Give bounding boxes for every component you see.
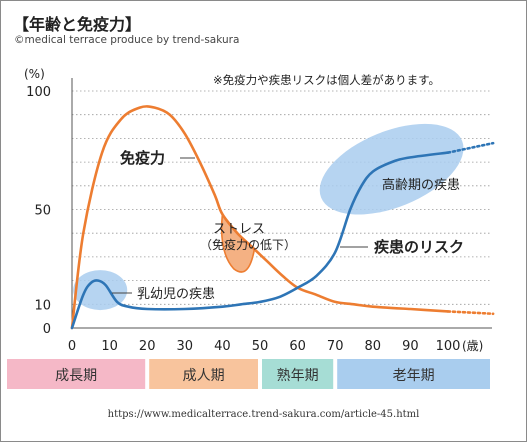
x-axis-label: (歳) bbox=[462, 339, 483, 353]
grid-lines bbox=[72, 90, 492, 305]
label-disease-risk: 疾患のリスク bbox=[374, 238, 464, 256]
stage-label: 老年期 bbox=[393, 368, 435, 384]
label-infant-disease: 乳幼児の疾患 bbox=[137, 287, 215, 302]
highlight-regions bbox=[73, 123, 464, 311]
stage-label: 熟年期 bbox=[277, 368, 319, 384]
y-tick-label: 0 bbox=[43, 322, 51, 337]
x-tick-label: 10 bbox=[101, 339, 118, 354]
x-tick-label: 0 bbox=[68, 339, 76, 354]
y-tick-label: 10 bbox=[34, 298, 51, 313]
x-tick-label: 30 bbox=[177, 339, 194, 354]
series-layer bbox=[70, 105, 495, 330]
x-tick-label: 50 bbox=[252, 339, 269, 354]
disease-risk-line bbox=[70, 151, 450, 330]
stage-band-1 bbox=[149, 359, 258, 389]
x-tick-label: 20 bbox=[139, 339, 156, 354]
label-immunity: 免疫力 bbox=[120, 149, 165, 167]
x-tick-label: 90 bbox=[402, 339, 419, 354]
x-tick-label: 80 bbox=[365, 339, 382, 354]
x-tick-label: 40 bbox=[214, 339, 231, 354]
elderly-disease-highlight bbox=[319, 123, 464, 215]
y-tick-label: 50 bbox=[34, 204, 51, 219]
stage-label: 成長期 bbox=[55, 368, 97, 384]
x-tick-label: 60 bbox=[289, 339, 306, 354]
y-axis-label: (%) bbox=[24, 67, 45, 81]
credit-line: ©medical terrace produce by trend-sakura bbox=[14, 34, 240, 46]
label-stress: ストレス bbox=[213, 222, 265, 237]
label-stress-sub: （免疫力の低下） bbox=[200, 237, 296, 252]
y-tick-label: 100 bbox=[26, 85, 51, 100]
stage-band-3 bbox=[337, 359, 490, 389]
stage-label: 成人期 bbox=[183, 368, 225, 384]
label-elderly-disease: 高齢期の疾患 bbox=[382, 177, 460, 193]
infant-disease-highlight bbox=[73, 270, 128, 311]
disease-risk-dashed-extension bbox=[446, 141, 495, 154]
immunity-line bbox=[70, 105, 450, 330]
immunity-dashed-extension bbox=[446, 310, 495, 316]
note-text: ※免疫力や疾患リスクは個人差があります。 bbox=[213, 73, 440, 87]
x-tick-label: 100 bbox=[436, 339, 461, 354]
x-tick-label: 70 bbox=[327, 339, 344, 354]
source-url: https://www.medicalterrace.trend-sakura.… bbox=[107, 409, 420, 420]
life-stage-bar: 成長期 成人期 熟年期 老年期 bbox=[7, 359, 490, 389]
stage-band-0 bbox=[7, 359, 146, 389]
stage-band-2 bbox=[262, 359, 334, 389]
chart-title: 【年齢と免疫力】 bbox=[13, 15, 142, 34]
